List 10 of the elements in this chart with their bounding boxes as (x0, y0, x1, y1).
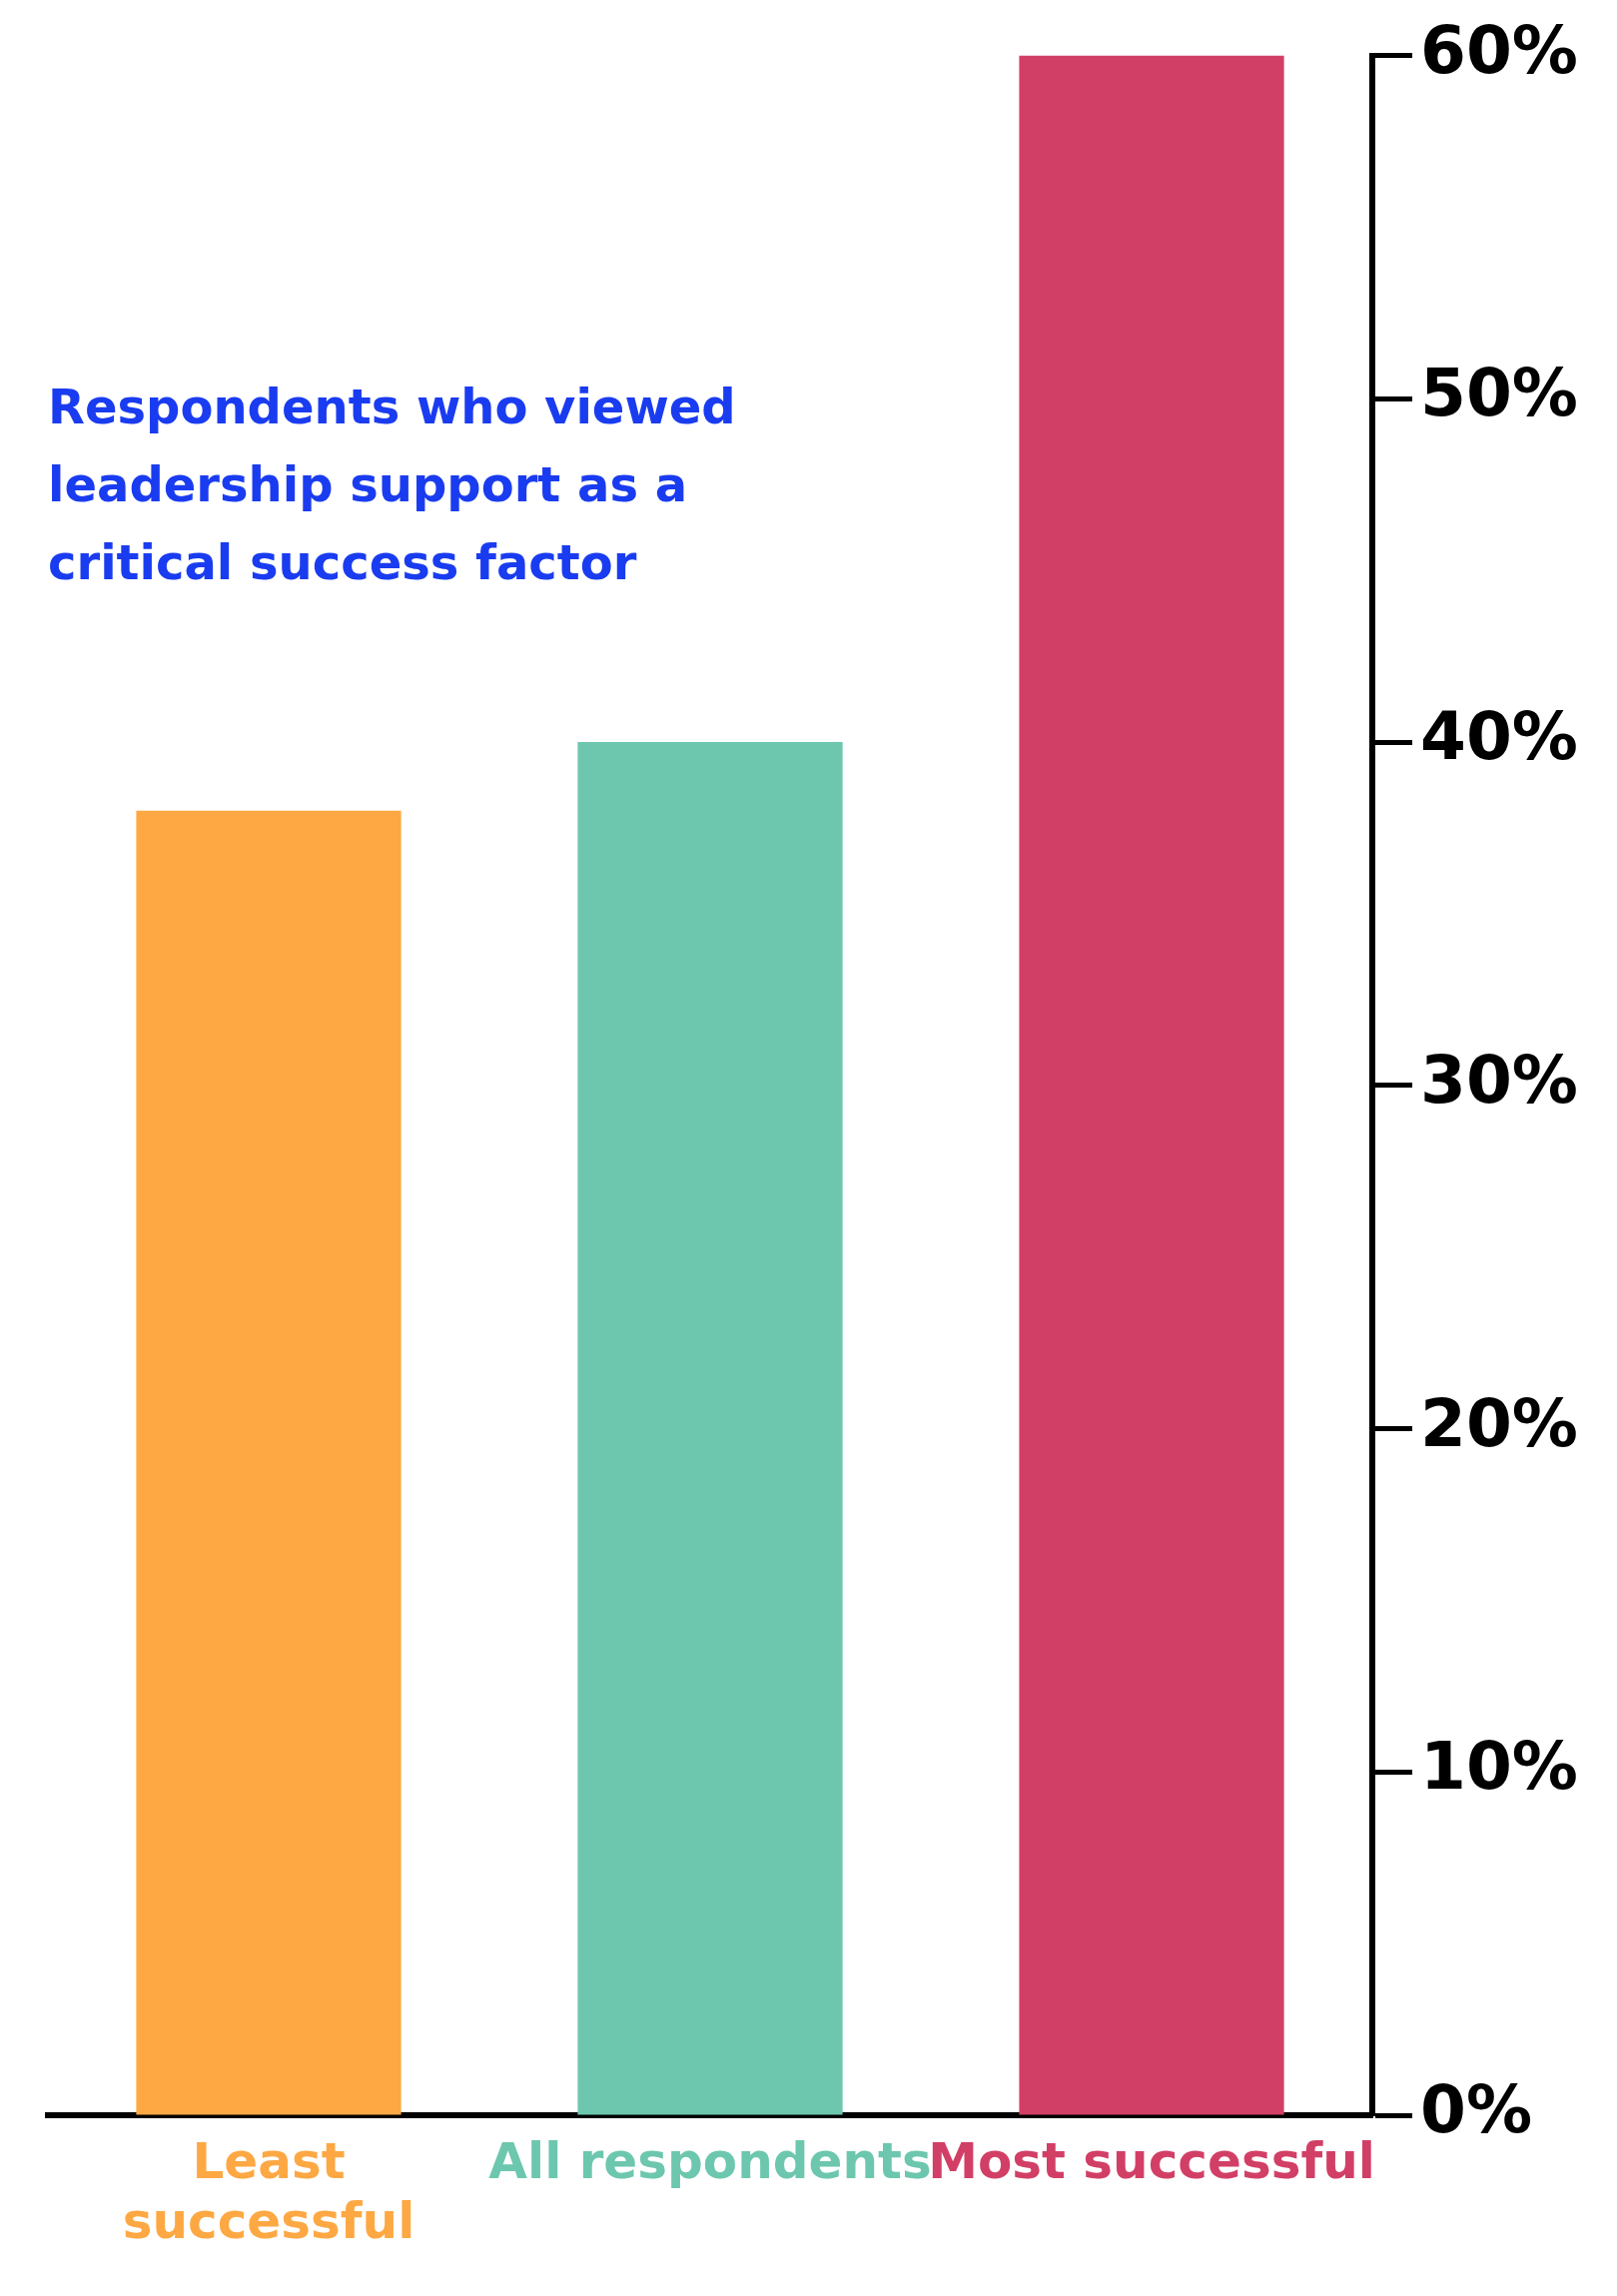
y-tick-label: 40% (1420, 698, 1579, 776)
y-tick-label: 0% (1420, 2071, 1533, 2149)
x-tick-label: Least successful (122, 2131, 415, 2250)
y-tick-label: 30% (1420, 1041, 1579, 1119)
x-tick-label: All respondents (488, 2131, 932, 2190)
text: Respondents who viewed leadership support as a critical success factor (48, 379, 736, 591)
y-tick-label: 20% (1420, 1384, 1579, 1462)
y-tick-label: 10% (1420, 1728, 1579, 1806)
y-tick-label: 50% (1420, 355, 1579, 432)
y-tick-label: 60% (1420, 11, 1579, 89)
